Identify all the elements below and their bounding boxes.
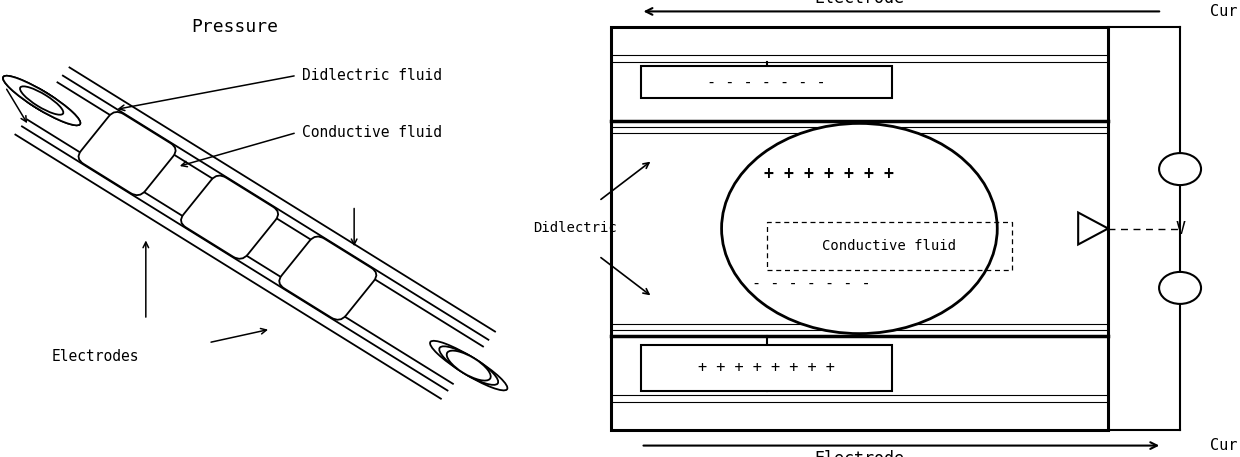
Bar: [766, 222, 1012, 270]
Text: Didlectric fluid: Didlectric fluid: [303, 68, 443, 83]
Text: Conductive fluid: Conductive fluid: [303, 125, 443, 140]
Text: Electrodes: Electrodes: [52, 349, 140, 364]
Text: - - - - - - -: - - - - - - -: [753, 276, 870, 291]
FancyBboxPatch shape: [279, 236, 377, 320]
Text: Electrode: Electrode: [815, 450, 904, 457]
Text: + + + + + + +: + + + + + + +: [764, 165, 894, 183]
Text: Didlectric: Didlectric: [533, 222, 616, 235]
Ellipse shape: [722, 123, 997, 334]
Ellipse shape: [20, 86, 63, 115]
Text: V: V: [1176, 219, 1185, 238]
Ellipse shape: [430, 341, 507, 390]
FancyBboxPatch shape: [181, 175, 278, 259]
Bar: [641, 345, 893, 391]
Ellipse shape: [2, 76, 81, 125]
Ellipse shape: [446, 351, 491, 381]
Text: Current: Current: [1210, 438, 1240, 453]
Circle shape: [1159, 272, 1202, 304]
Text: Electrode: Electrode: [815, 0, 904, 7]
Ellipse shape: [20, 85, 63, 116]
FancyBboxPatch shape: [78, 112, 176, 195]
Circle shape: [1159, 153, 1202, 185]
Text: Conductive fluid: Conductive fluid: [822, 239, 956, 253]
Text: Current: Current: [1210, 4, 1240, 19]
Text: Pressure: Pressure: [191, 18, 278, 37]
Bar: [641, 66, 893, 98]
Text: - - - - - - -: - - - - - - -: [707, 75, 826, 90]
Ellipse shape: [439, 346, 498, 385]
Text: + + + + + + + +: + + + + + + + +: [698, 361, 835, 375]
Bar: [610, 27, 1109, 430]
